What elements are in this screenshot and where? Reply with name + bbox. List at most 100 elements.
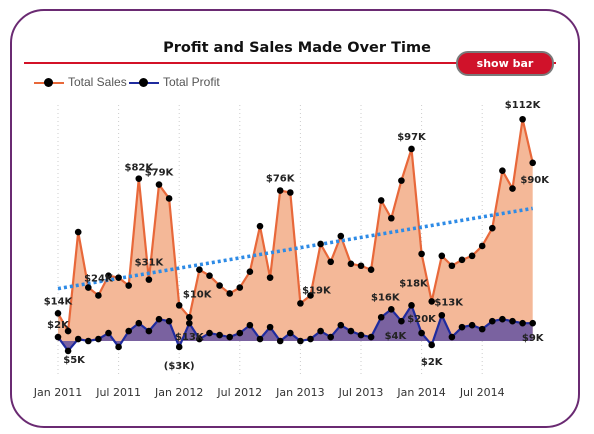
sales-point	[458, 256, 466, 264]
profit-point	[337, 321, 345, 329]
profit-point	[287, 329, 294, 337]
x-tick-label: Jan 2011	[33, 386, 82, 399]
sales-point	[519, 115, 526, 123]
sales-point	[357, 262, 365, 270]
sales-point	[478, 242, 486, 250]
profit-point	[438, 311, 446, 319]
data-label: $90K	[520, 175, 550, 186]
data-label: $19K	[302, 285, 332, 296]
profit-point	[266, 323, 274, 331]
profit-point	[256, 335, 264, 343]
sales-point	[115, 274, 122, 281]
profit-point	[408, 302, 415, 309]
sales-trendline	[57, 206, 533, 291]
x-tick-label: Jul 2011	[95, 386, 141, 399]
sales-point	[216, 282, 223, 289]
profit-point	[85, 337, 92, 345]
profit-point	[206, 329, 213, 337]
profit-point	[54, 333, 62, 341]
profit-point	[398, 317, 405, 325]
x-tick-label: Jul 2012	[216, 386, 262, 399]
sales-point	[165, 195, 173, 202]
data-label: $20K	[407, 314, 437, 325]
profit-point	[276, 337, 284, 345]
profit-point	[307, 335, 314, 343]
sales-point	[529, 159, 536, 167]
legend-label-total-sales: Total Sales	[68, 75, 127, 89]
sales-point	[74, 228, 82, 236]
legend-marker-total-sales	[44, 78, 53, 87]
data-label: $97K	[397, 132, 427, 143]
sales-point	[398, 177, 405, 184]
data-label: $14K	[44, 296, 74, 307]
data-label: $10K	[183, 289, 213, 300]
data-label: ($3K)	[164, 361, 195, 372]
x-tick-label: Jan 2012	[154, 386, 203, 399]
chart-card	[10, 9, 580, 428]
sales-point	[418, 250, 425, 258]
profit-point	[317, 327, 324, 335]
sales-point	[246, 268, 254, 276]
sales-point	[95, 292, 102, 299]
profit-point	[74, 335, 82, 343]
sales-point	[196, 266, 203, 274]
sales-point	[408, 145, 415, 153]
x-tick-label: Jul 2013	[338, 386, 384, 399]
data-label: $24K	[84, 273, 114, 284]
profit-point	[377, 313, 385, 321]
profit-point	[297, 337, 304, 345]
profit-point	[489, 317, 496, 325]
sales-point	[297, 300, 304, 307]
data-label: $9K	[522, 333, 545, 344]
sales-point	[438, 252, 446, 260]
x-tick-label: Jan 2013	[275, 386, 324, 399]
sales-point	[317, 240, 324, 248]
sales-point	[307, 292, 314, 299]
sales-point	[125, 282, 132, 289]
profit-point	[155, 315, 163, 323]
sales-point	[499, 167, 506, 175]
profit-point	[105, 329, 112, 337]
profit-point	[145, 327, 153, 335]
data-label: $82K	[124, 163, 154, 174]
sales-point	[175, 302, 183, 309]
sales-point	[509, 185, 516, 192]
sales-point	[85, 284, 92, 291]
sales-point	[337, 232, 345, 240]
sales-point	[287, 189, 294, 196]
sales-point	[448, 262, 456, 270]
data-label: $31K	[135, 258, 165, 269]
profit-point	[95, 335, 102, 343]
sales-point	[64, 327, 72, 335]
profit-point	[509, 317, 516, 325]
legend-label-total-profit: Total Profit	[163, 75, 220, 89]
profit-point	[196, 335, 203, 343]
sales-point	[388, 214, 395, 222]
profit-point	[347, 327, 355, 335]
sales-point	[54, 309, 62, 317]
sales-point	[468, 252, 476, 260]
data-label: $2K	[47, 320, 70, 331]
data-label: $79K	[145, 168, 175, 179]
data-label: $5K	[63, 355, 86, 366]
profit-point	[478, 325, 486, 333]
profit-point	[226, 333, 233, 341]
data-label: $76K	[266, 174, 296, 185]
sales-point	[347, 260, 355, 268]
x-tick-label: Jul 2014	[459, 386, 505, 399]
profit-point	[448, 333, 456, 341]
data-label: $112K	[505, 100, 542, 111]
sales-point	[367, 266, 375, 274]
chart-title: Profit and Sales Made Over Time	[163, 40, 431, 56]
profit-point	[519, 319, 526, 327]
profit-point	[418, 329, 425, 337]
sales-point	[135, 175, 143, 182]
profit-point	[428, 341, 436, 349]
show-bar-button[interactable]: show bar	[456, 51, 554, 76]
sales-point	[377, 197, 385, 204]
data-label: $4K	[385, 331, 408, 342]
profit-point	[135, 319, 143, 327]
profit-point	[216, 331, 223, 339]
profit-point	[175, 343, 183, 351]
